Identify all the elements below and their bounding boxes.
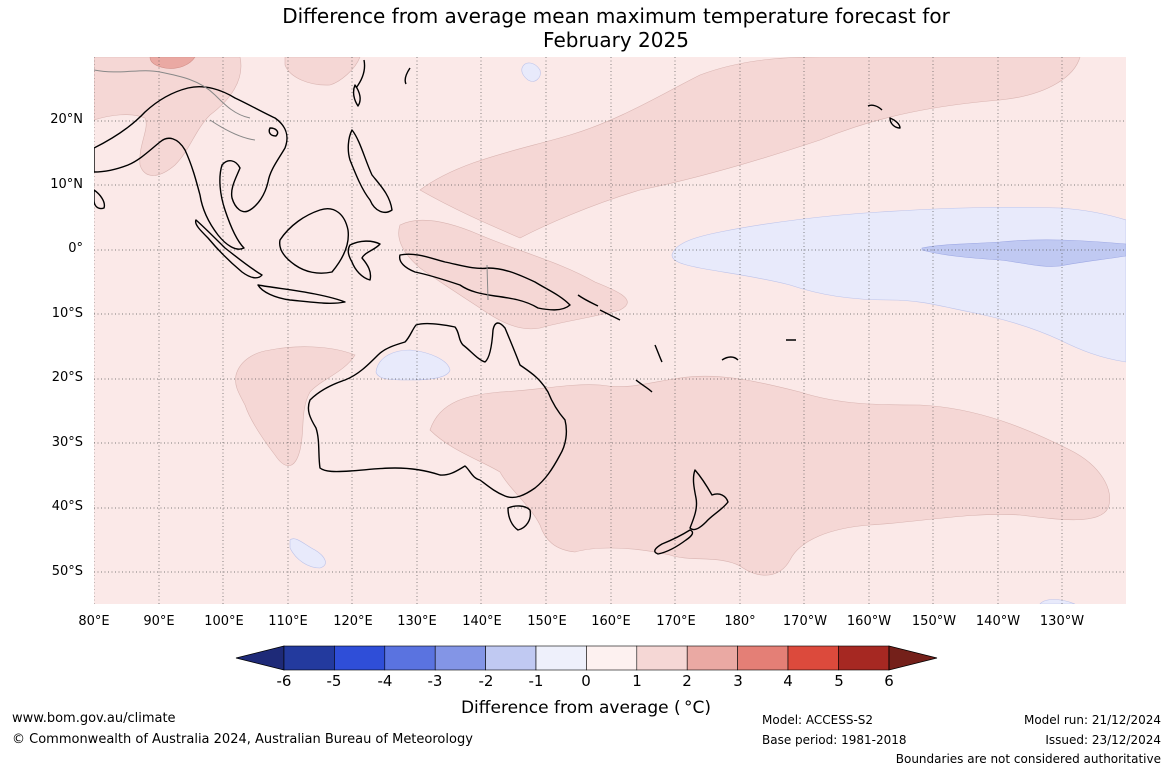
colorbar-tick: -3 [427,672,443,690]
colorbar-tick: -1 [528,672,544,690]
coastline-hawaii [867,104,901,129]
colorbar [235,645,938,671]
lon-tick-label: 120°E [333,614,373,629]
lat-tick-label: 20°N [50,112,83,127]
cool-patch-southern-indian-ocean [289,538,326,569]
colorbar-cell [384,645,436,671]
coastline-hainan-taiwan [268,84,361,137]
colorbar-cell [636,645,688,671]
website-link[interactable]: www.bom.gov.au/climate [12,711,176,726]
coastline-sri-lanka [94,189,106,210]
lat-tick-label: 20°S [51,370,83,385]
colorbar-tick: 0 [581,672,591,690]
model-run-date: Model run: 21/12/2024 [1023,713,1161,727]
lon-tick-label: 130°W [1039,614,1085,629]
colorbar-cells [283,645,890,671]
warm-area-bay-of-bengal [284,57,361,86]
coastline-philippines [347,129,393,213]
lat-tick-label: 10°S [51,306,83,321]
colorbar-tick: 1 [632,672,642,690]
boundaries-disclaimer: Boundaries are not considered authoritat… [895,752,1161,766]
coastline-new-guinea [398,253,571,311]
colorbar-tick: 2 [682,672,692,690]
warm-area-western-australia-ocean [235,346,356,466]
lon-tick-label: 140°W [975,614,1021,629]
coastline-japan-ryukyu [355,59,411,89]
cool-core-equatorial-pacific [921,239,1126,267]
coastline-tasmania [507,505,532,531]
colorbar-over-extension [888,645,938,671]
colorbar-cell [686,645,738,671]
national-boundaries [94,69,489,301]
warm-band-papua-new-guinea [398,219,628,330]
lon-tick-label: 160°E [591,614,631,629]
coastline-new-zealand-north [689,469,729,531]
colorbar-cell [485,645,537,671]
colorbar-cell [787,645,839,671]
coastline-java [257,284,346,304]
colorbar-tick: 6 [884,672,894,690]
lat-tick-label: 40°S [51,499,83,514]
colorbar-tick: -2 [478,672,494,690]
colorbar-cell [586,645,638,671]
title-line-2: February 2025 [543,28,689,52]
map-title: Difference from average mean maximum tem… [0,4,1173,52]
coastlines [94,59,901,555]
colorbar-tick: -4 [377,672,393,690]
lon-tick-label: 160°W [846,614,892,629]
warm-band-northwest-pacific [419,57,1081,239]
lon-tick-label: 150°E [527,614,567,629]
lon-tick-label: 130°E [397,614,437,629]
lat-tick-label: 50°S [51,564,83,579]
lon-tick-label: 150°W [911,614,957,629]
coastline-australia [307,322,568,499]
colorbar-tick: 4 [783,672,793,690]
colorbar-tick: -6 [276,672,292,690]
lat-tick-label: 0° [68,241,83,256]
colorbar-tick: -5 [326,672,342,690]
colorbar-tick: 3 [733,672,743,690]
lon-tick-label: 90°E [143,614,175,629]
coastline-vanuatu-fiji [635,339,796,393]
coastline-new-zealand-south [654,529,694,555]
coastline-solomon-islands [577,294,621,321]
colorbar-tick: 5 [834,672,844,690]
issued-date: Issued: 23/12/2024 [1045,733,1161,747]
coastline-mainland-southeast-asia [94,86,288,250]
model-name: Model: ACCESS-S2 [762,713,874,727]
coastline-borneo [278,208,349,274]
coastline-sulawesi [347,240,381,281]
lon-tick-label: 140°E [462,614,502,629]
title-line-1: Difference from average mean maximum tem… [282,4,950,28]
lon-tick-label: 180° [724,614,756,629]
colorbar-cell [283,645,335,671]
lon-tick-label: 100°E [204,614,244,629]
colorbar-cell [737,645,789,671]
coastline-sumatra [194,219,263,279]
lon-tick-label: 110°E [268,614,308,629]
lat-tick-label: 30°S [51,435,83,450]
lon-tick-label: 80°E [78,614,110,629]
colorbar-under-extension [235,645,285,671]
colorbar-cell [434,645,486,671]
cool-spot-south-pacific-edge [1039,599,1076,604]
lat-tick-label: 10°N [50,177,83,192]
map-plot-area [94,57,1126,604]
cool-patch-northern-australia [375,349,451,381]
warm-area-southern-pacific-tasman [429,375,1110,576]
colorbar-label: Difference from average ( °C) [460,698,712,718]
colorbar-cell [838,645,890,671]
lon-tick-label: 170°W [782,614,828,629]
graticule-grid [94,57,1126,604]
cool-spot-north-pacific [521,62,541,82]
colorbar-cell [535,645,587,671]
copyright-text: © Commonwealth of Australia 2024, Austra… [12,732,473,747]
base-period: Base period: 1981-2018 [762,733,907,747]
lon-tick-label: 170°E [656,614,696,629]
colorbar-cell [334,645,386,671]
warm-spot-himalaya [149,57,196,69]
